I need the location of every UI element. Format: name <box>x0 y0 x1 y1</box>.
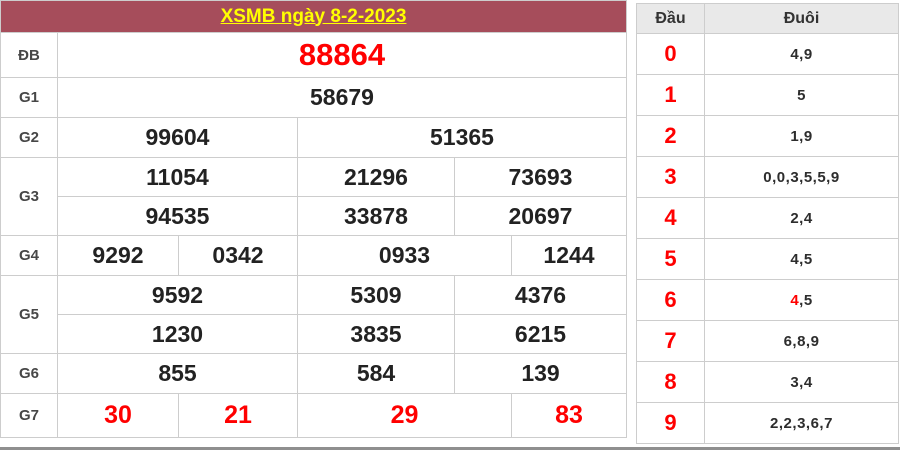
prize-number: 1244 <box>510 235 628 276</box>
prize-number: 5309 <box>297 275 455 315</box>
prize-label-G5: G5 <box>0 275 58 354</box>
title-row: XSMB ngày 8-2-2023 <box>0 0 628 33</box>
results-row-G6: G6 855 584 139 <box>0 353 628 394</box>
results-row-G1: G1 58679 <box>0 77 628 118</box>
tail-digits: 4,5 <box>704 279 899 321</box>
prize-number: 73693 <box>453 157 628 197</box>
tail-digit: ,5 <box>799 291 813 309</box>
prize-number: 58679 <box>56 77 628 118</box>
prize-label-G4: G4 <box>0 235 58 276</box>
prize-number: 30 <box>57 393 179 438</box>
head-digit: 5 <box>636 238 705 280</box>
results-row-ĐB: ĐB 88864 <box>0 32 628 78</box>
prize-number: 584 <box>297 353 455 394</box>
head-digit: 9 <box>636 402 705 444</box>
results-table-body: XSMB ngày 8-2-2023 ĐB 88864 G1 58679 G2 99604… <box>0 0 628 438</box>
prize-number: 855 <box>57 353 298 394</box>
tail-digits: 4,5 <box>704 238 899 280</box>
prize-label-G6: G6 <box>0 353 58 394</box>
title-bar: XSMB ngày 8-2-2023 <box>0 0 628 33</box>
head-digit: 1 <box>636 74 705 116</box>
head-tail-header-row: Đầu Đuôi <box>636 3 899 34</box>
head-tail-body: 0 4,9 1 5 2 1,9 3 0,0,3,5,5,9 4 2,4 5 4,5 6 4,5 7 6,8,9… <box>636 33 899 444</box>
head-digit: 7 <box>636 320 705 362</box>
results-row-G2: G2 99604 51365 <box>0 117 628 158</box>
head-tail-row-3: 3 0,0,3,5,5,9 <box>636 156 899 198</box>
tail-digit: 0,0,3,5,5,9 <box>763 168 840 186</box>
prize-label-G2: G2 <box>0 117 58 158</box>
results-row-G5: 1230 3835 6215 <box>1 314 628 354</box>
prize-number: 9292 <box>57 235 179 276</box>
tail-digits: 4,9 <box>704 33 899 75</box>
prize-label-G7: G7 <box>0 393 58 438</box>
prize-label-G3: G3 <box>0 157 58 236</box>
tail-digits: 2,4 <box>704 197 899 239</box>
head-tail-row-9: 9 2,2,3,6,7 <box>636 402 899 444</box>
head-tail-row-6: 6 4,5 <box>636 279 899 321</box>
prize-label-ĐB: ĐB <box>0 32 58 78</box>
prize-number: 4376 <box>453 275 628 315</box>
prize-number: 6215 <box>453 314 628 354</box>
prize-number: 0342 <box>178 235 298 276</box>
tail-digit: 4,9 <box>790 45 813 63</box>
head-tail-row-2: 2 1,9 <box>636 115 899 157</box>
prize-number: 20697 <box>453 196 628 236</box>
prize-number: 11054 <box>57 157 298 197</box>
prize-number: 139 <box>453 353 628 394</box>
prize-number: 94535 <box>57 196 298 236</box>
head-digit: 4 <box>636 197 705 239</box>
page-bottom-divider <box>0 447 900 450</box>
prize-number: 88864 <box>56 32 628 78</box>
head-tail-row-5: 5 4,5 <box>636 238 899 280</box>
prize-number: 83 <box>510 393 628 438</box>
prize-number: 33878 <box>297 196 455 236</box>
prize-number: 99604 <box>57 117 298 158</box>
head-tail-table: Đầu Đuôi 0 4,9 1 5 2 1,9 3 0,0,3,5,5,9 4 2,4 5 4,5 6… <box>636 3 899 444</box>
prize-number: 9592 <box>57 275 298 315</box>
head-tail-row-4: 4 2,4 <box>636 197 899 239</box>
tail-digit: 3,4 <box>790 373 813 391</box>
lottery-results-table: XSMB ngày 8-2-2023 ĐB 88864 G1 58679 G2 99604… <box>0 0 628 438</box>
results-row-G5: G5 9592 5309 4376 <box>0 275 628 354</box>
head-digit: 0 <box>636 33 705 75</box>
tail-digit: 2,4 <box>790 209 813 227</box>
head-tail-row-7: 7 6,8,9 <box>636 320 899 362</box>
head-digit: 8 <box>636 361 705 403</box>
results-row-G7: G7 30 21 29 83 <box>0 393 628 438</box>
results-row-G3: 94535 33878 20697 <box>1 196 628 236</box>
prize-number: 1230 <box>57 314 298 354</box>
head-digit: 6 <box>636 279 705 321</box>
tail-digit: 5 <box>797 86 806 104</box>
prize-number: 29 <box>297 393 512 438</box>
tail-digit-highlighted: 4 <box>790 291 800 309</box>
results-row-G4: G4 9292 0342 0933 1244 <box>0 235 628 276</box>
tail-digit: 6,8,9 <box>783 332 820 350</box>
tail-column-header: Đuôi <box>704 3 899 34</box>
prize-number: 51365 <box>296 117 628 158</box>
prize-number: 0933 <box>297 235 512 276</box>
head-column-header: Đầu <box>636 3 705 34</box>
tail-digit: 2,2,3,6,7 <box>770 414 833 432</box>
tail-digits: 6,8,9 <box>704 320 899 362</box>
tail-digit: 4,5 <box>790 250 813 268</box>
tail-digits: 3,4 <box>704 361 899 403</box>
prize-number: 21 <box>178 393 298 438</box>
tail-digit: 1,9 <box>790 127 813 145</box>
tail-digits: 2,2,3,6,7 <box>704 402 899 444</box>
prize-label-G1: G1 <box>0 77 58 118</box>
tail-digits: 5 <box>704 74 899 116</box>
page-title: XSMB ngày 8-2-2023 <box>220 5 407 27</box>
head-tail-row-0: 0 4,9 <box>636 33 899 75</box>
results-row-G3: G3 11054 21296 73693 <box>0 157 628 236</box>
prize-number: 3835 <box>297 314 455 354</box>
head-digit: 2 <box>636 115 705 157</box>
head-tail-row-8: 8 3,4 <box>636 361 899 403</box>
head-digit: 3 <box>636 156 705 198</box>
tail-digits: 0,0,3,5,5,9 <box>704 156 899 198</box>
prize-number: 21296 <box>297 157 455 197</box>
tail-digits: 1,9 <box>704 115 899 157</box>
